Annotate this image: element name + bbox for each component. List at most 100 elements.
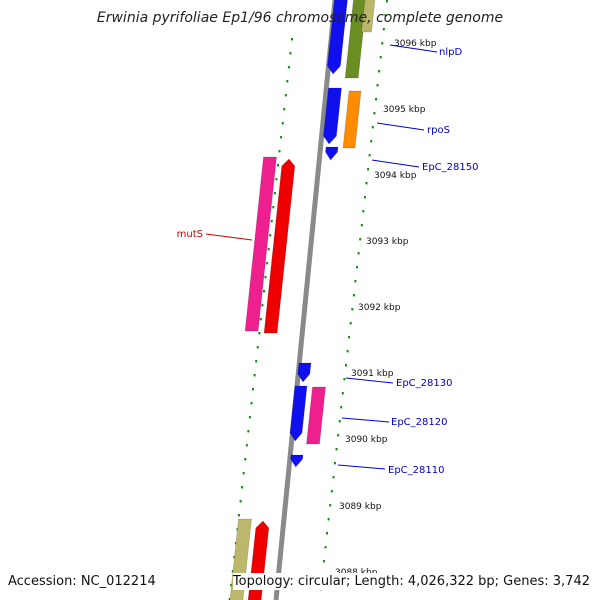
tick-mark [326, 532, 328, 535]
inner-tick-marks [228, 38, 293, 600]
scale-label: 3096 kbp [394, 39, 437, 49]
tick-mark [239, 500, 242, 503]
tick-mark [338, 420, 341, 423]
tick-mark [253, 374, 256, 377]
tick-mark [230, 584, 233, 587]
scale-label: 3093 kbp [366, 237, 409, 247]
tick-mark [351, 308, 354, 311]
gene-arrow [344, 0, 367, 79]
gene-label: rpoS [427, 125, 450, 136]
tick-mark [354, 280, 357, 283]
tick-mark [252, 388, 254, 391]
tick-mark [333, 462, 336, 465]
tick-mark [231, 570, 234, 573]
tick-mark [345, 364, 347, 367]
tick-mark [384, 14, 387, 17]
scale-label: 3092 kbp [358, 303, 401, 313]
tick-mark [289, 52, 292, 55]
tick-mark [379, 56, 382, 59]
scale-label: 3095 kbp [383, 105, 426, 115]
gene-arrow [290, 454, 304, 468]
scale-label: 3091 kbp [351, 369, 394, 379]
tick-mark [352, 294, 355, 297]
gene-arrow [297, 362, 312, 383]
gene-arrow [326, 0, 348, 75]
tick-mark [241, 486, 244, 489]
tick-mark [371, 126, 374, 129]
tick-mark [349, 322, 352, 325]
tick-mark [238, 514, 240, 517]
tick-mark [283, 108, 286, 111]
tick-mark [368, 154, 371, 157]
tick-mark [330, 490, 333, 493]
tick-mark [386, 0, 388, 3]
scale-label: 3089 kbp [339, 502, 382, 512]
tick-mark [343, 378, 346, 381]
outer-tick-marks [319, 0, 388, 591]
tick-mark [242, 472, 245, 475]
tick-mark [263, 290, 265, 293]
tick-mark [266, 262, 269, 265]
gene-label: EpC_28120 [391, 417, 447, 428]
tick-mark [256, 346, 259, 349]
label-leader-line [337, 464, 386, 470]
backbone-line [273, 0, 338, 600]
tick-mark [273, 192, 276, 195]
tick-mark [284, 94, 287, 97]
label-leader-line [376, 122, 425, 131]
gene-arrow [263, 158, 296, 334]
tick-mark [264, 276, 267, 279]
tick-mark [248, 416, 251, 419]
gene-label: EpC_28150 [422, 162, 478, 173]
tick-mark [365, 182, 368, 185]
gene-labels: nlpD rpoS EpC_28150 mutS EpC_28130 EpC_28120 E… [177, 44, 478, 476]
tick-mark [367, 168, 370, 171]
tick-mark [335, 448, 338, 451]
tick-mark [269, 234, 272, 237]
tick-mark [233, 556, 236, 559]
gene-arrow [289, 385, 308, 442]
tick-mark [228, 598, 231, 600]
label-leader-line [341, 417, 390, 423]
tick-mark [261, 304, 264, 307]
tick-mark [332, 476, 335, 479]
label-leader-line [205, 233, 253, 241]
gene-label: EpC_28110 [388, 465, 444, 476]
tick-mark [378, 70, 381, 73]
gene-arrow [306, 386, 326, 445]
map-title: Erwinia pyrifoliae Ep1/96 chromosome, co… [96, 10, 504, 26]
tick-mark [245, 444, 248, 447]
tick-mark [357, 252, 360, 255]
tick-mark [322, 560, 325, 563]
gene-track [229, 0, 376, 600]
gene-label: EpC_28130 [396, 378, 452, 389]
tick-mark [247, 430, 250, 433]
label-leader-line [371, 159, 420, 168]
tick-mark [259, 318, 262, 321]
tick-mark [255, 360, 258, 363]
topology-text: Topology: circular; Length: 4,026,322 bp… [232, 573, 590, 590]
tick-mark [258, 332, 261, 335]
gene-label: nlpD [439, 47, 462, 58]
tick-mark [375, 98, 377, 101]
tick-mark [376, 84, 379, 87]
tick-mark [277, 164, 279, 167]
tick-mark [362, 210, 365, 213]
tick-mark [341, 392, 344, 395]
tick-mark [244, 458, 247, 461]
tick-mark [356, 266, 358, 269]
gene-arrow [322, 87, 342, 145]
gene-arrow [342, 90, 362, 149]
tick-mark [287, 66, 290, 69]
tick-mark [359, 238, 362, 241]
tick-mark [381, 42, 384, 45]
tick-mark [340, 406, 343, 409]
tick-mark [267, 248, 270, 251]
tick-mark [337, 434, 340, 437]
tick-mark [346, 350, 349, 353]
gene-arrow [361, 0, 376, 33]
tick-mark [278, 150, 281, 153]
tick-mark [281, 122, 284, 125]
scale-label: 3094 kbp [374, 171, 417, 181]
